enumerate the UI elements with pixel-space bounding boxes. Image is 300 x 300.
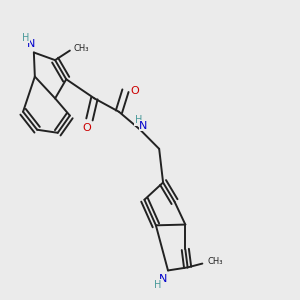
Text: O: O: [130, 86, 139, 96]
Text: N: N: [139, 121, 148, 131]
Text: O: O: [82, 123, 91, 133]
Text: CH₃: CH₃: [74, 44, 89, 53]
Text: N: N: [159, 274, 167, 284]
Text: H: H: [135, 115, 142, 125]
Text: H: H: [22, 33, 29, 43]
Text: H: H: [154, 280, 162, 290]
Text: N: N: [26, 39, 35, 49]
Text: CH₃: CH₃: [207, 257, 223, 266]
